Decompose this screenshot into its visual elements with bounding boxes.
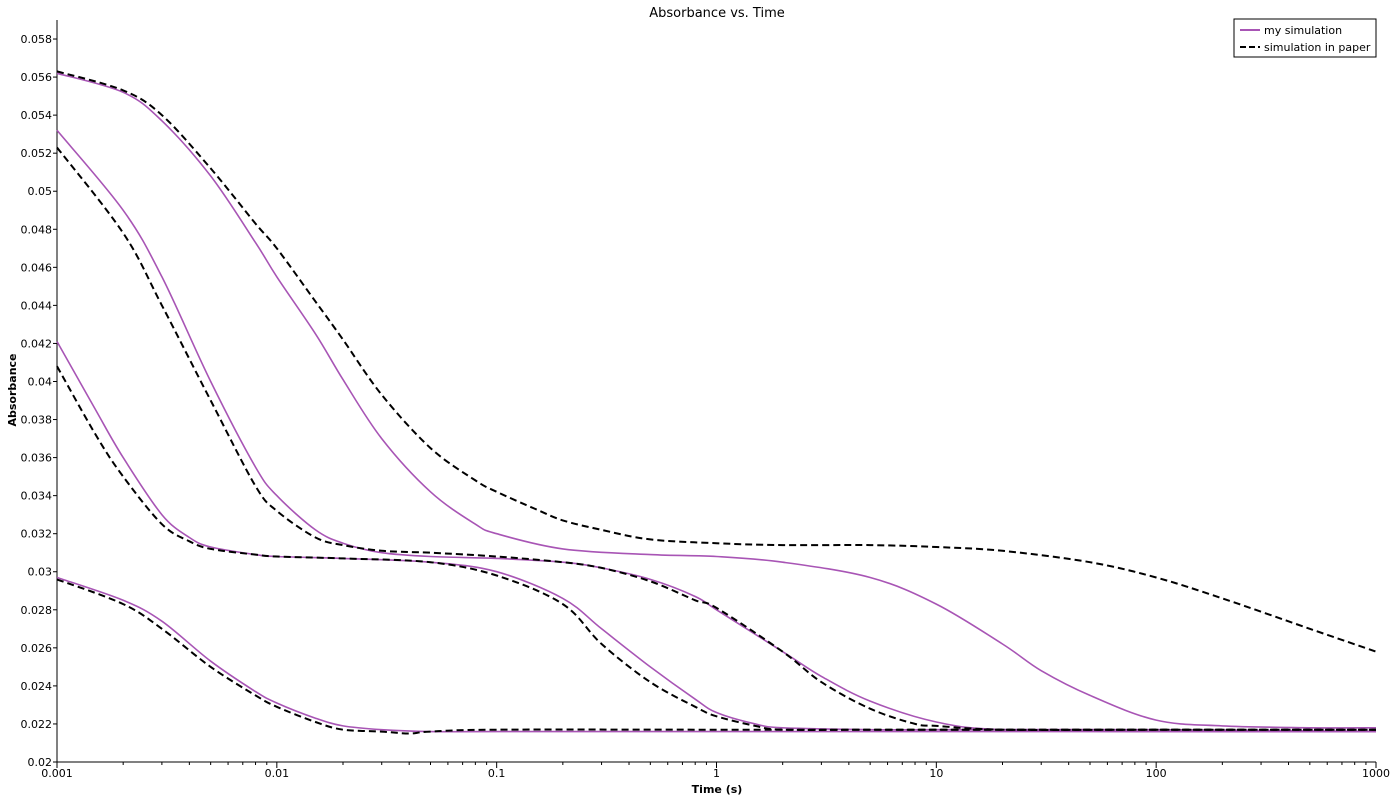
y-tick-label: 0.032 — [21, 528, 53, 541]
x-tick-label: 0.001 — [41, 767, 73, 780]
y-tick-label: 0.05 — [28, 185, 53, 198]
x-tick-label: 100 — [1146, 767, 1167, 780]
chart-title: Absorbance vs. Time — [649, 6, 785, 21]
y-axis-title: Absorbance — [6, 353, 19, 426]
x-tick-label: 0.1 — [488, 767, 506, 780]
y-tick-label: 0.036 — [21, 452, 53, 465]
y-tick-label: 0.024 — [21, 680, 53, 693]
y-tick-label: 0.04 — [28, 375, 53, 388]
y-tick-label: 0.054 — [21, 109, 53, 122]
x-axis-title: Time (s) — [692, 783, 743, 796]
y-tick-label: 0.056 — [21, 71, 53, 84]
y-tick-label: 0.058 — [21, 33, 53, 46]
paper-series-line-6 — [56, 365, 1376, 731]
x-tick-label: 1000 — [1362, 767, 1390, 780]
y-tick-label: 0.02 — [28, 756, 53, 769]
my-series-line-2 — [56, 341, 1377, 733]
y-tick-label: 0.048 — [21, 223, 53, 236]
legend-label-simulation-in-paper: simulation in paper — [1264, 41, 1371, 54]
paper-series-line-5 — [56, 146, 1376, 731]
y-tick-label: 0.044 — [21, 299, 53, 312]
x-tick-label: 10 — [929, 767, 943, 780]
x-tick-label: 1 — [713, 767, 720, 780]
my-series-line-3 — [56, 576, 1376, 733]
axes: 0.02 0.022 0.024 0.026 0.028 0.03 0.032 0.034 0.… — [21, 20, 1390, 780]
legend-box — [1233, 18, 1377, 58]
series-layer — [56, 70, 1377, 735]
y-tick-label: 0.034 — [21, 490, 53, 503]
y-tick-label: 0.03 — [28, 566, 53, 579]
y-tick-label: 0.046 — [21, 261, 53, 274]
y-tick-label: 0.042 — [21, 337, 53, 350]
y-tick-label: 0.038 — [21, 414, 53, 427]
legend: my simulation simulation in paper — [1233, 18, 1377, 58]
legend-label-my-simulation: my simulation — [1264, 24, 1342, 37]
paper-series-line-7 — [56, 578, 1376, 735]
y-tick-label: 0.026 — [21, 642, 53, 655]
y-tick-label: 0.052 — [21, 147, 53, 160]
my-series-line-1 — [56, 129, 1377, 733]
x-tick-label: 0.01 — [265, 767, 290, 780]
y-tick-label: 0.028 — [21, 604, 53, 617]
y-tick-label: 0.022 — [21, 718, 53, 731]
paper-series-line-4 — [56, 70, 1377, 653]
my-series-line-0 — [56, 72, 1377, 729]
